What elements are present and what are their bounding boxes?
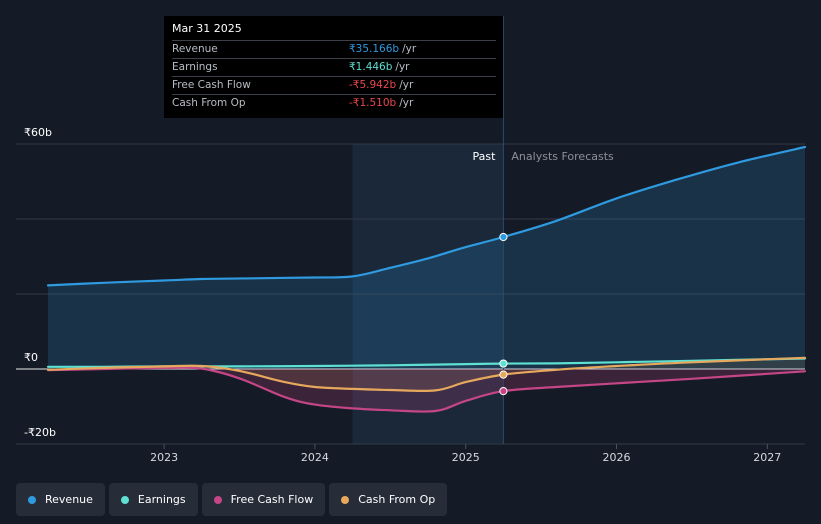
legend-item-free-cash-flow[interactable]: Free Cash Flow — [201, 483, 326, 516]
tooltip-date: Mar 31 2025 — [172, 22, 242, 35]
tooltip-row-earnings: Earnings ₹1.446b /yr — [172, 58, 496, 76]
marker-earnings — [499, 359, 508, 368]
legend-item-earnings[interactable]: Earnings — [108, 483, 198, 516]
x-tick-label: 2025 — [452, 451, 480, 464]
legend-label: Free Cash Flow — [230, 493, 314, 506]
x-tick-label: 2026 — [603, 451, 631, 464]
chart-legend: Revenue Earnings Free Cash Flow Cash Fro… — [16, 483, 448, 516]
tooltip-label: Earnings — [172, 61, 218, 73]
tooltip-label: Free Cash Flow — [172, 79, 251, 91]
line-revenue — [46, 145, 807, 287]
y-axis-label: ₹60b — [24, 126, 52, 139]
tooltip-value: -₹1.510b — [349, 97, 397, 109]
tooltip-label: Cash From Op — [172, 97, 246, 109]
legend-item-revenue[interactable]: Revenue — [16, 483, 105, 516]
tooltip-row-revenue: Revenue ₹35.166b /yr — [172, 40, 496, 58]
x-tick-label: 2023 — [150, 451, 178, 464]
x-tick-label: 2027 — [753, 451, 781, 464]
tooltip-unit: /yr — [399, 79, 414, 91]
tooltip-label: Revenue — [172, 43, 218, 55]
series-lines — [46, 145, 807, 413]
marker-free-cash-flow — [499, 387, 508, 396]
y-axis-labels: ₹60b ₹0 -₹20b — [24, 126, 56, 439]
tooltip-value: ₹1.446b — [349, 61, 393, 73]
marker-cash-from-op — [499, 370, 508, 379]
tooltip-unit: /yr — [399, 97, 414, 109]
legend-label: Cash From Op — [358, 493, 436, 506]
line-cash-from-op — [46, 356, 807, 393]
legend-dot-icon — [28, 495, 36, 504]
forecast-label: Analysts Forecasts — [511, 150, 614, 163]
legend-item-cash-from-op[interactable]: Cash From Op — [329, 483, 448, 516]
tooltip-value: ₹35.166b — [349, 43, 400, 55]
tooltip-row-free-cash-flow: Free Cash Flow -₹5.942b /yr — [172, 76, 496, 94]
x-tick-label: 2024 — [301, 451, 329, 464]
y-axis-label: -₹20b — [24, 426, 56, 439]
area-revenue — [48, 147, 805, 369]
legend-label: Revenue — [45, 493, 93, 506]
tooltip-value: -₹5.942b — [349, 79, 397, 91]
x-axis-ticks: 2023 2024 2025 2026 2027 — [150, 444, 781, 464]
legend-dot-icon — [213, 495, 222, 504]
series-markers — [499, 232, 508, 396]
line-free-cash-flow — [46, 366, 807, 413]
chart-canvas: ₹60b ₹0 -₹20b 2023 2024 2025 2026 2027 Past An… — [16, 16, 807, 464]
y-axis-label: ₹0 — [24, 351, 38, 364]
past-label: Past — [472, 150, 496, 163]
tooltip-row-cash-from-op: Cash From Op -₹1.510b /yr — [172, 94, 496, 112]
legend-dot-icon — [341, 495, 350, 504]
legend-dot-icon — [120, 495, 129, 504]
tooltip-unit: /yr — [395, 61, 410, 73]
hover-tooltip: Mar 31 2025 Revenue ₹35.166b /yr Earning… — [164, 16, 503, 118]
legend-label: Earnings — [137, 493, 186, 506]
area-free-cash-flow — [48, 367, 805, 412]
tooltip-unit: /yr — [402, 43, 417, 55]
marker-revenue — [499, 232, 508, 242]
